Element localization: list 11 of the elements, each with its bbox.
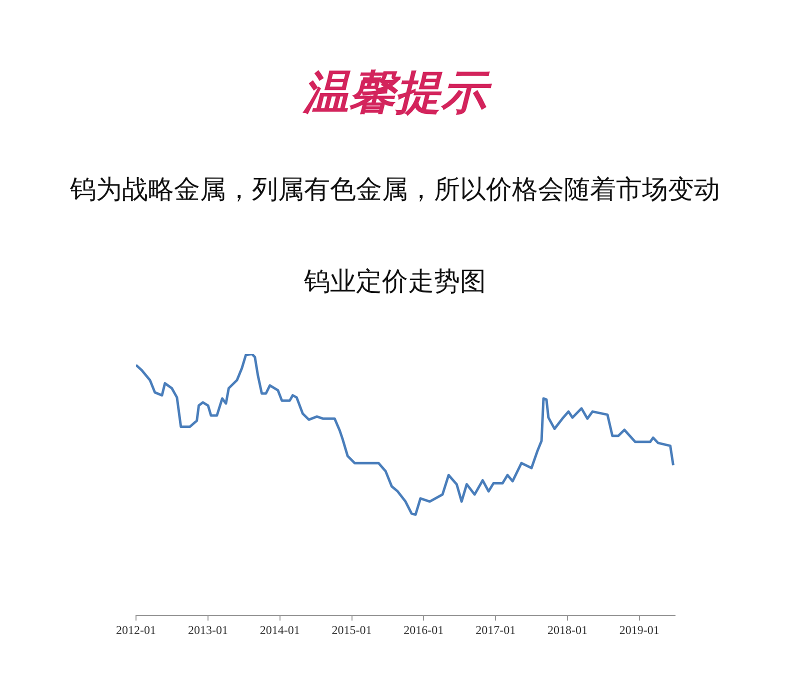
x-tick-label: 2014-01 <box>260 622 300 637</box>
text: 钨为战略金属，列属有色金属，所以价格会随着市场变动 <box>69 174 721 207</box>
text: 温馨提示 <box>302 64 493 121</box>
x-tick-label: 2013-01 <box>188 622 228 637</box>
x-tick-label: 2016-01 <box>404 622 444 637</box>
x-tick-label: 2012-01 <box>116 622 156 637</box>
x-tick-label: 2017-01 <box>476 622 516 637</box>
x-tick-label: 2018-01 <box>548 622 588 637</box>
chart-title: 钨业定价走势图 <box>303 266 487 299</box>
x-tick-label: 2015-01 <box>332 622 372 637</box>
x-tick-label: 2019-01 <box>619 622 660 637</box>
